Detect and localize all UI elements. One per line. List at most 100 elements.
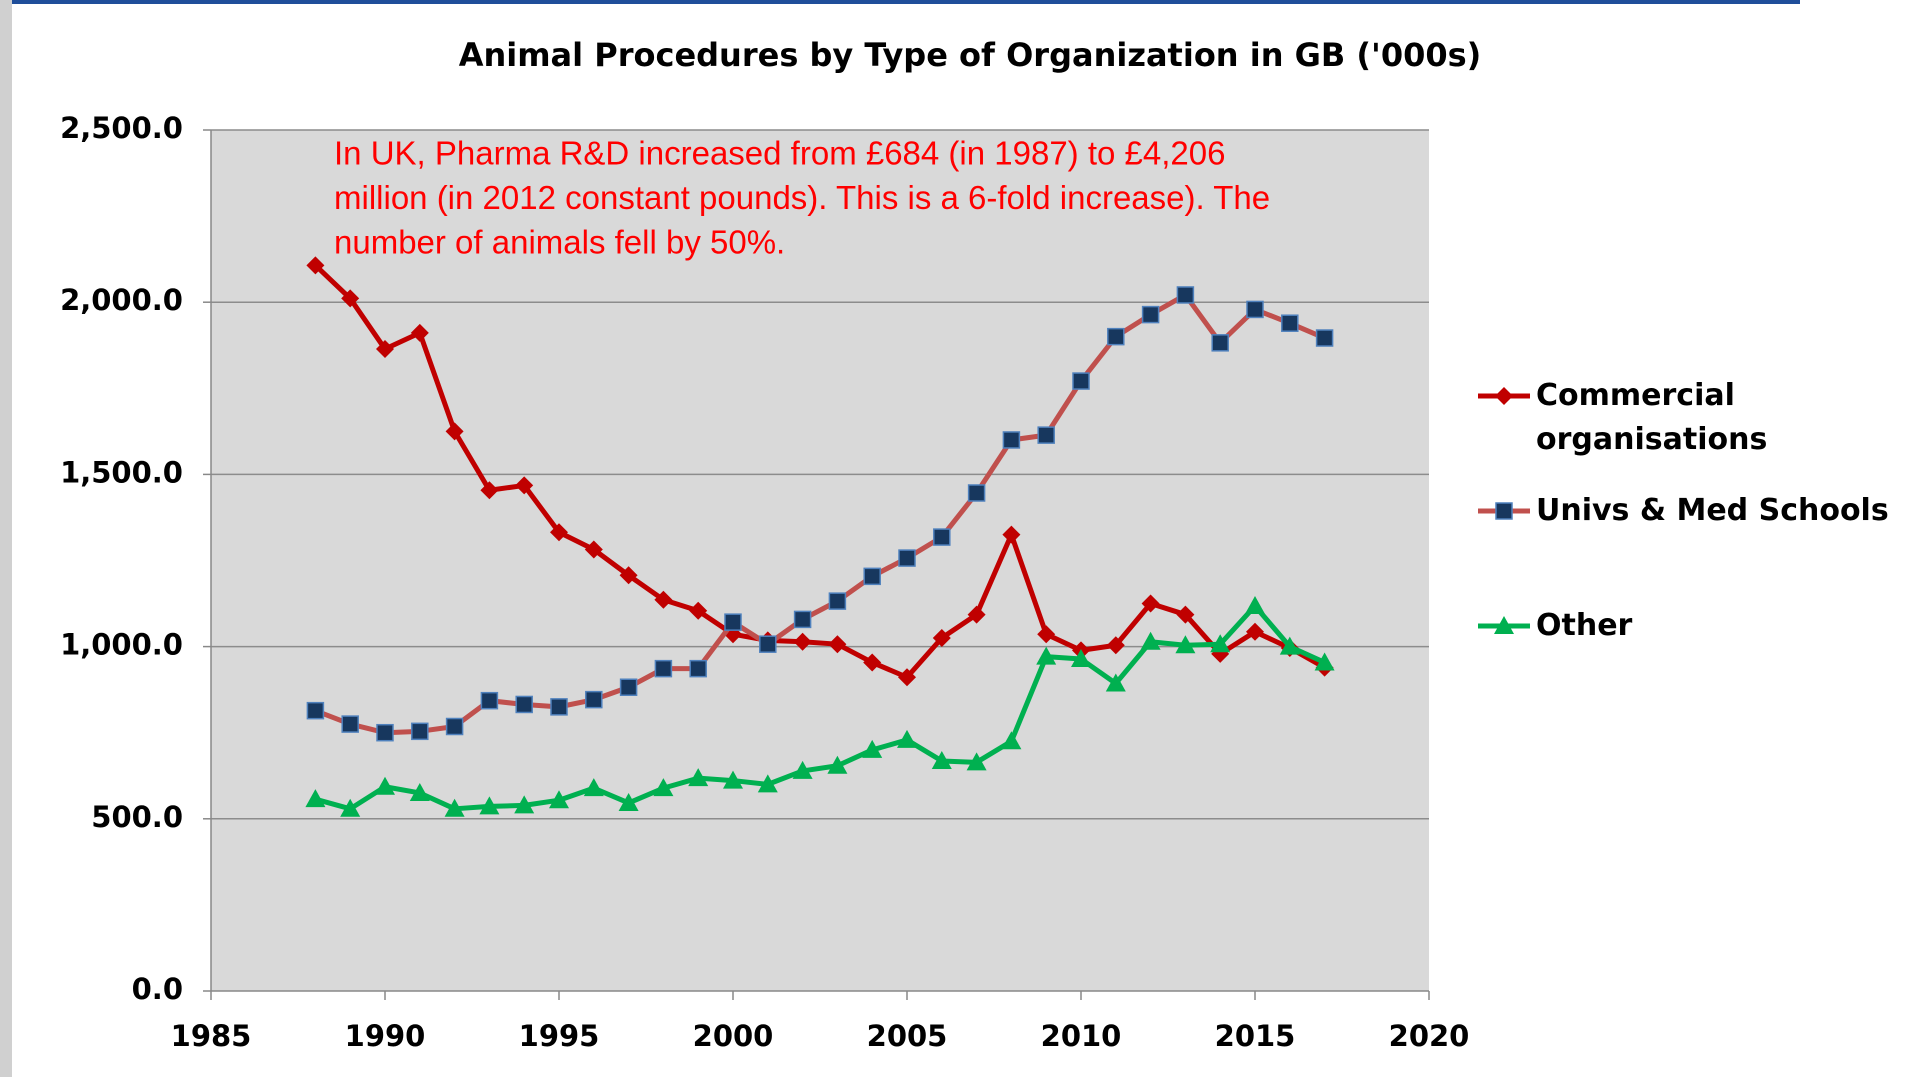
marker <box>618 792 639 811</box>
marker <box>619 566 638 585</box>
marker <box>654 659 673 678</box>
marker <box>898 549 916 567</box>
marker <box>1106 636 1125 655</box>
marker <box>1315 329 1334 347</box>
chart-title: Animal Procedures by Type of Organizatio… <box>459 36 1482 74</box>
marker <box>931 750 952 769</box>
marker <box>550 523 568 542</box>
marker <box>689 601 708 620</box>
marker <box>583 778 604 797</box>
marker <box>793 632 812 651</box>
y-tick-label: 500.0 <box>91 800 183 834</box>
marker <box>1141 594 1160 613</box>
marker <box>444 798 465 817</box>
marker <box>863 567 881 586</box>
marker <box>1037 426 1055 444</box>
marker <box>757 774 778 793</box>
x-tick-label: 1990 <box>345 1019 426 1053</box>
marker <box>759 635 777 653</box>
marker <box>445 422 464 441</box>
marker <box>1141 305 1160 324</box>
marker <box>515 476 534 495</box>
y-tick-label: 0.0 <box>132 972 183 1006</box>
marker <box>341 715 359 733</box>
marker <box>515 695 533 714</box>
marker <box>375 776 395 795</box>
marker <box>1001 731 1022 750</box>
marker <box>480 691 499 710</box>
marker <box>341 289 360 308</box>
marker <box>584 540 603 559</box>
marker <box>1495 387 1513 405</box>
y-tick-label: 1,500.0 <box>60 455 183 489</box>
marker <box>445 717 464 736</box>
marker <box>549 790 569 809</box>
marker <box>863 653 882 672</box>
marker <box>376 723 394 742</box>
marker <box>1279 636 1300 655</box>
marker <box>514 795 535 814</box>
marker <box>1036 646 1057 665</box>
marker <box>1175 635 1196 654</box>
marker <box>305 789 326 808</box>
marker <box>654 590 673 609</box>
x-tick-label: 1985 <box>171 1019 252 1053</box>
marker <box>967 605 986 624</box>
marker <box>688 768 709 787</box>
legend-label: Univs & Med Schools <box>1536 493 1889 528</box>
marker <box>723 770 743 789</box>
plot-area <box>211 130 1429 991</box>
marker <box>480 481 499 500</box>
x-tick-label: 2000 <box>693 1019 774 1053</box>
legend-label: Other <box>1536 608 1633 643</box>
marker <box>585 690 603 709</box>
annotation: In UK, Pharma R&D increased from £684 (i… <box>334 135 1225 172</box>
left-border <box>0 0 12 1077</box>
marker <box>653 778 674 797</box>
x-tick-label: 2010 <box>1041 1019 1122 1053</box>
annotation: number of animals fell by 50%. <box>334 224 785 261</box>
marker <box>1105 673 1126 692</box>
marker <box>340 798 361 817</box>
x-tick-label: 2015 <box>1215 1019 1296 1053</box>
marker <box>411 722 429 741</box>
marker <box>793 610 812 629</box>
marker <box>619 678 638 696</box>
marker <box>1072 372 1090 390</box>
marker <box>306 701 325 720</box>
marker <box>1071 648 1091 667</box>
marker <box>376 340 394 359</box>
marker <box>1494 616 1514 634</box>
marker <box>862 739 883 758</box>
marker <box>306 256 325 275</box>
x-tick-label: 2020 <box>1389 1019 1470 1053</box>
y-tick-label: 1,000.0 <box>60 628 183 662</box>
marker <box>966 752 987 771</box>
marker <box>1176 605 1195 624</box>
marker <box>1002 431 1021 449</box>
legend-label: Commercial organisations <box>1536 378 1768 457</box>
marker <box>1495 502 1513 520</box>
marker <box>1281 314 1299 332</box>
marker <box>479 796 500 815</box>
x-tick-label: 2005 <box>867 1019 948 1053</box>
marker <box>1176 286 1195 304</box>
marker <box>410 323 429 342</box>
marker <box>897 729 917 748</box>
marker <box>828 592 847 610</box>
marker <box>1002 525 1021 544</box>
marker <box>724 613 742 631</box>
marker <box>550 698 568 716</box>
marker <box>932 628 951 647</box>
marker <box>792 760 813 779</box>
marker <box>1107 327 1125 346</box>
marker <box>409 782 430 801</box>
top-border <box>0 0 1800 4</box>
x-tick-label: 1995 <box>519 1019 600 1053</box>
annotation: million (in 2012 constant pounds). This … <box>334 179 1270 216</box>
marker <box>933 528 951 546</box>
marker <box>1314 652 1335 671</box>
marker <box>1245 595 1265 614</box>
